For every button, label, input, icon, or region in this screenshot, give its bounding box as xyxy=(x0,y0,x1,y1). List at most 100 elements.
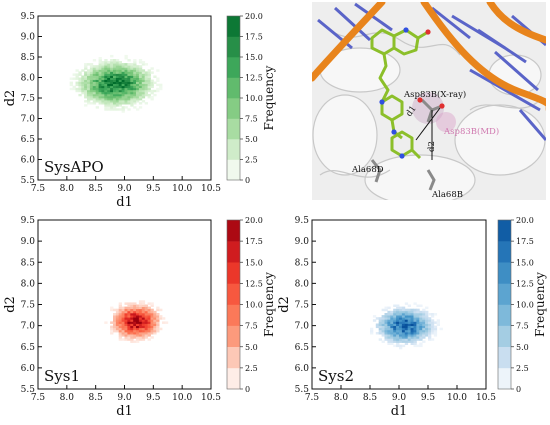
density-cell xyxy=(141,338,146,341)
density-cell xyxy=(87,91,91,95)
density-cell xyxy=(422,319,426,322)
density-cell xyxy=(387,327,391,331)
density-cell xyxy=(127,91,131,95)
density-cell xyxy=(393,334,397,337)
density-cell xyxy=(378,319,382,322)
density-cell xyxy=(136,306,140,310)
density-cell xyxy=(81,85,85,89)
density-cell xyxy=(404,334,409,337)
density-cell xyxy=(138,329,143,333)
density-cell xyxy=(127,59,131,62)
density-cell xyxy=(384,332,388,335)
y-tick-label: 7.5 xyxy=(21,301,36,311)
density-cell xyxy=(399,332,403,335)
density-cell xyxy=(410,342,414,345)
density-cell xyxy=(150,302,154,305)
density-cell xyxy=(113,106,117,109)
density-cell xyxy=(428,313,432,316)
density-cell xyxy=(87,98,91,101)
density-cell xyxy=(133,319,137,322)
density-cells xyxy=(104,300,169,343)
density-cell xyxy=(121,308,125,312)
density-cell xyxy=(401,327,406,331)
density-cell xyxy=(410,321,414,324)
density-cell xyxy=(381,315,385,318)
density-cell xyxy=(410,319,414,322)
density-cell xyxy=(387,340,391,343)
density-cell xyxy=(144,85,148,89)
density-cell xyxy=(121,315,125,318)
density-cell xyxy=(107,73,111,76)
density-cell xyxy=(115,317,120,320)
density-cell xyxy=(107,96,111,99)
colorbar-tick-label: 5.0 xyxy=(516,343,529,352)
density-cell xyxy=(136,75,140,78)
density-cell xyxy=(130,104,134,107)
density-cell xyxy=(136,304,140,307)
colorbar-band xyxy=(498,283,511,305)
density-cell xyxy=(95,65,99,68)
density-cell xyxy=(419,310,423,314)
density-cell xyxy=(113,59,117,62)
density-cell xyxy=(98,63,102,66)
density-cell xyxy=(118,77,122,80)
density-cell xyxy=(104,67,108,70)
y-tick-label: 7.0 xyxy=(21,115,36,125)
density-cell xyxy=(425,334,429,337)
density-cell xyxy=(401,334,406,337)
density-cell xyxy=(384,323,388,326)
density-cell xyxy=(81,91,85,95)
density-cell xyxy=(110,61,114,64)
density-cell xyxy=(118,67,122,70)
density-cell xyxy=(375,323,380,326)
colorbar-tick-label: 12.5 xyxy=(245,279,263,288)
density-cell xyxy=(144,77,148,80)
sysapo-panel: 7.5 8.0 8.5 9.0 9.5 10.0 10.5 5.5 6.0 6.5 7.0 7.5 8.… xyxy=(3,12,276,210)
density-cell xyxy=(387,315,391,318)
colorbar-tick-label: 20.0 xyxy=(245,12,263,21)
density-cell xyxy=(422,308,426,312)
density-cell xyxy=(121,89,125,93)
x-tick-label: 10.0 xyxy=(172,184,192,194)
density-cell xyxy=(127,302,131,305)
density-cell xyxy=(98,87,102,91)
panel-label: Sys1 xyxy=(44,367,80,385)
density-cell xyxy=(115,323,120,326)
density-cell xyxy=(136,81,140,84)
density-cell xyxy=(107,79,111,82)
density-cell xyxy=(407,340,411,343)
density-cell xyxy=(115,73,120,76)
density-cell xyxy=(401,338,406,341)
density-cell xyxy=(413,334,417,337)
density-cell xyxy=(138,304,143,307)
density-cell xyxy=(78,81,82,84)
x-tick-label: 9.0 xyxy=(392,393,407,403)
density-cell xyxy=(399,306,403,310)
density-cell xyxy=(121,321,125,324)
density-cell xyxy=(98,93,102,97)
density-cell xyxy=(144,102,148,105)
density-cell xyxy=(390,317,394,320)
density-cell xyxy=(130,310,134,314)
density-cell xyxy=(130,83,134,87)
asp83b-residue xyxy=(412,92,456,160)
density-cell xyxy=(419,342,423,345)
density-cell xyxy=(136,340,140,343)
density-cell xyxy=(107,89,111,93)
density-cell xyxy=(141,336,146,339)
density-cell xyxy=(98,73,102,76)
density-cell xyxy=(124,334,128,337)
density-cell xyxy=(84,73,88,76)
density-cell xyxy=(150,323,154,326)
density-cell xyxy=(419,327,423,331)
density-cell xyxy=(124,75,128,78)
density-cell xyxy=(115,89,120,93)
density-cell xyxy=(113,313,117,316)
density-cell xyxy=(84,96,88,99)
density-cell xyxy=(72,77,76,80)
x-tick-label: 8.5 xyxy=(363,393,378,403)
density-cell xyxy=(407,338,411,341)
density-cell xyxy=(95,91,99,95)
density-cell xyxy=(422,317,426,320)
density-cell xyxy=(404,319,409,322)
